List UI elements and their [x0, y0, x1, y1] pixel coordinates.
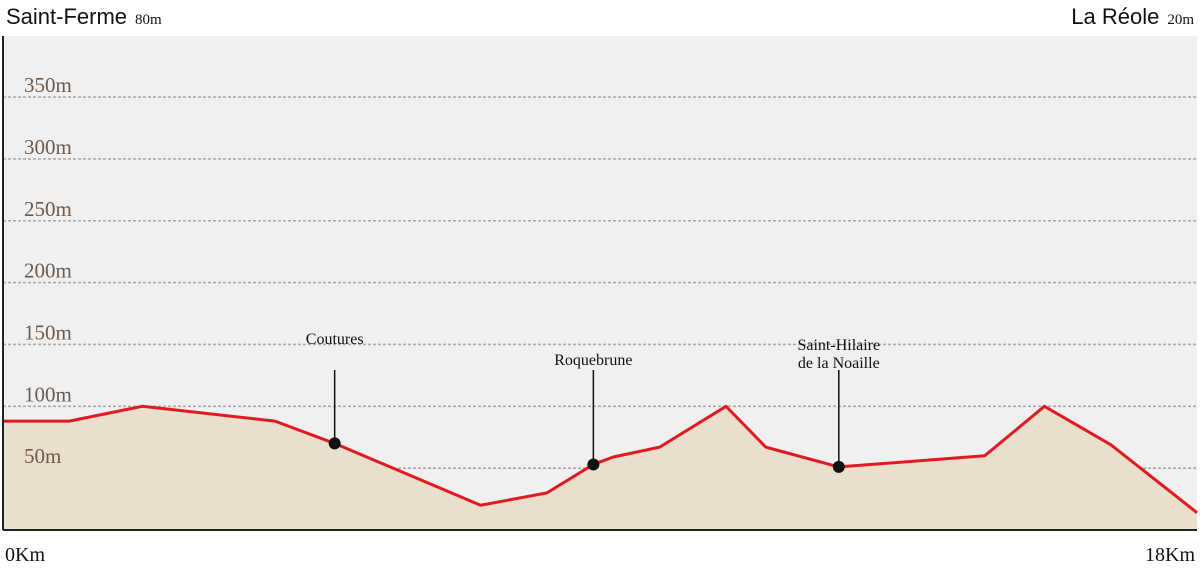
town-label: de la Noaille [798, 355, 880, 372]
start-altitude: 80m [135, 12, 162, 28]
elevation-area [3, 406, 1197, 530]
y-tick-label: 350m [24, 73, 72, 97]
end-altitude: 20m [1167, 12, 1194, 28]
y-tick-label: 250m [24, 197, 72, 221]
town-label: Roquebrune [554, 352, 632, 369]
x-axis-labels: 0Km 18Km [5, 544, 1195, 566]
town-label: Coutures [306, 331, 364, 348]
y-tick-label: 200m [24, 259, 72, 283]
y-tick-label: 150m [24, 320, 72, 344]
marker-dot [328, 437, 341, 450]
route-header: Saint-Ferme 80m La Réole 20m [0, 0, 1200, 34]
town-label: Saint-Hilaire [797, 337, 880, 354]
y-tick-label: 300m [24, 135, 72, 159]
x-tick-label: 0Km [5, 544, 45, 566]
y-tick-label: 50m [24, 444, 61, 468]
marker-dot [832, 460, 845, 473]
start-name: Saint-Ferme [6, 4, 128, 29]
marker-dot [587, 458, 600, 471]
start-location: Saint-Ferme 80m [6, 4, 162, 30]
y-tick-label: 100m [24, 382, 72, 406]
end-location: La Réole 20m [1071, 4, 1194, 30]
x-tick-label: 18Km [1145, 544, 1195, 566]
town-marker: Coutures [306, 331, 364, 450]
elevation-line [3, 404, 1198, 514]
y-axis-labels: 50m 100m 150m 200m 250m 300m 350m [24, 73, 72, 468]
end-name: La Réole [1071, 4, 1160, 29]
town-marker: Roquebrune [554, 352, 632, 471]
